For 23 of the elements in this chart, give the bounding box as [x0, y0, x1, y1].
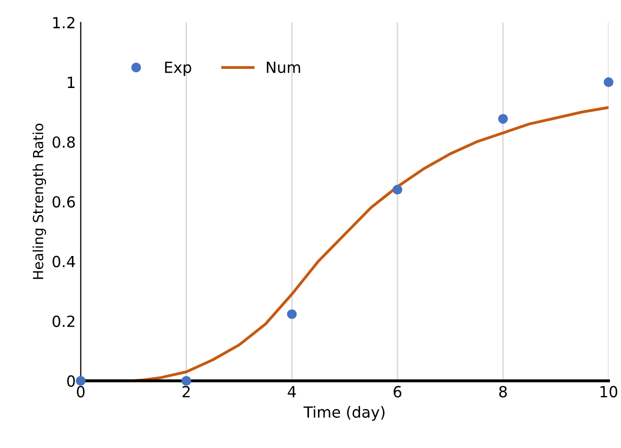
x-tick-label: 10: [600, 386, 618, 398]
y-tick-label: 0: [67, 375, 75, 387]
y-tick-label: 1.2: [53, 16, 74, 28]
y-tick-label: 0.8: [52, 136, 75, 148]
legend-label: Exp: [165, 62, 192, 76]
point: [287, 309, 297, 320]
legend-label: Num: [266, 62, 300, 74]
x-tick-label: 0: [76, 386, 85, 398]
point: [181, 376, 192, 386]
point: [604, 77, 614, 87]
x-tick-label: 2: [182, 386, 190, 398]
point: [392, 184, 402, 195]
x-tick-label: 4: [288, 386, 296, 398]
point: [498, 114, 508, 124]
x-axis-title: Time (day): [303, 406, 384, 421]
x-tick-label: 8: [499, 386, 507, 398]
y-tick-label: 1: [68, 76, 74, 88]
point: [76, 376, 86, 386]
y-tick-label: 0.2: [52, 316, 74, 328]
y-axis-title: Healing Strength Ratio: [32, 124, 46, 279]
y-tick-label: 0.6: [52, 196, 75, 208]
y-tick-label: 0.4: [52, 256, 76, 268]
x-tick-label: 6: [394, 386, 402, 398]
